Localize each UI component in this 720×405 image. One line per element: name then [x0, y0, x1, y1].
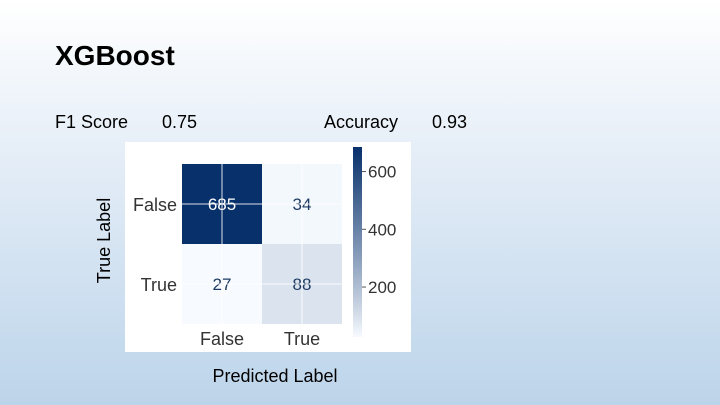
colorbar-tick-label: 600 [368, 163, 396, 182]
colorbar [353, 147, 362, 337]
y-tick-label: True [141, 275, 177, 295]
y-tick-label: False [133, 195, 177, 215]
colorbar-tick-label: 400 [368, 220, 396, 239]
x-tick-label: False [200, 329, 244, 349]
x-axis-label: Predicted Label [212, 366, 338, 386]
f1-score-label: F1 Score [55, 112, 129, 132]
x-tick-label: True [284, 329, 320, 349]
y-axis-label: True Label [94, 197, 115, 283]
slide-title: XGBoost [55, 40, 175, 71]
accuracy-value: 0.93 [432, 112, 468, 132]
f1-score-value: 0.75 [162, 112, 198, 132]
accuracy-label: Accuracy [324, 112, 399, 132]
colorbar-tick-label: 200 [368, 278, 396, 297]
y-axis-label-wrap: True Label [55, 190, 155, 290]
